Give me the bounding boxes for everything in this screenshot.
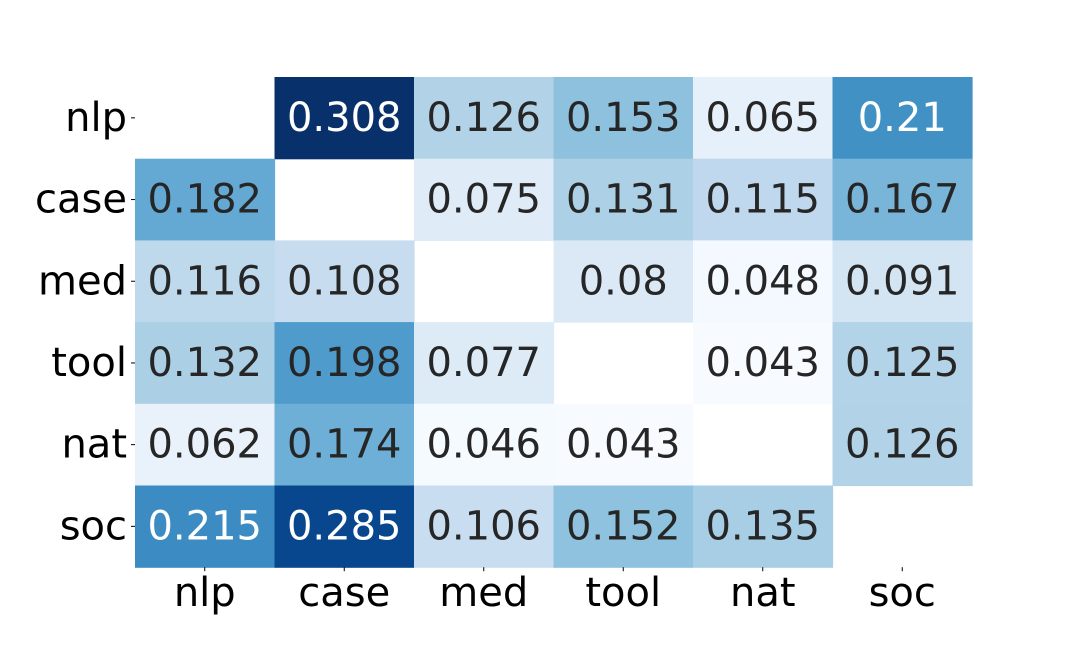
heatmap-value-labels: 0.308 0.126 0.153 0.065 0.21 0.182 0.075 0.131 0… xyxy=(147,95,959,549)
heatmap-cell-case-nlp xyxy=(135,158,276,241)
heatmap-cell-nat-nlp xyxy=(135,403,276,487)
cell-value-label-tool-soc: 0.125 xyxy=(845,340,960,386)
heatmap-cell-nat-case xyxy=(274,403,415,487)
cell-value-label-nlp-nat: 0.065 xyxy=(705,95,820,141)
cell-value-label-soc-tool: 0.152 xyxy=(566,503,681,549)
y-tick-label-nat: nat xyxy=(61,422,127,468)
heatmap-cell-nlp-nat xyxy=(693,77,834,160)
cell-value-label-tool-nlp: 0.132 xyxy=(147,340,262,386)
heatmap-cells xyxy=(135,77,973,568)
heatmap-cell-nat-soc xyxy=(832,403,973,487)
heatmap-cell-med-case xyxy=(274,240,415,323)
cell-value-label-nat-soc: 0.126 xyxy=(845,422,960,468)
heatmap-cell-case-tool xyxy=(553,158,694,241)
y-tick-label-case: case xyxy=(35,177,127,223)
cell-value-label-nat-med: 0.046 xyxy=(426,422,541,468)
heatmap-cell-tool-med xyxy=(414,322,555,405)
cell-value-label-case-soc: 0.167 xyxy=(845,177,960,223)
cell-value-label-nlp-tool: 0.153 xyxy=(566,95,681,141)
heatmap-cell-soc-med xyxy=(414,485,555,568)
x-tick-label-nlp: nlp xyxy=(174,570,236,616)
cell-value-label-nlp-med: 0.126 xyxy=(426,95,541,141)
heatmap-cell-nat-med xyxy=(414,403,555,487)
heatmap-cell-soc-nlp xyxy=(135,485,276,568)
cell-value-label-med-tool: 0.08 xyxy=(579,258,668,304)
heatmap-cell-case-soc xyxy=(832,158,973,241)
cell-value-label-soc-nat: 0.135 xyxy=(705,503,820,549)
cell-value-label-nlp-soc: 0.21 xyxy=(858,95,947,141)
cell-value-label-case-tool: 0.131 xyxy=(566,177,681,223)
cell-value-label-soc-med: 0.106 xyxy=(426,503,541,549)
cell-value-label-med-nat: 0.048 xyxy=(705,258,820,304)
cell-value-label-nat-tool: 0.043 xyxy=(566,422,681,468)
heatmap-cell-soc-tool xyxy=(553,485,694,568)
heatmap-cell-nat-tool xyxy=(553,403,694,487)
cell-value-label-case-med: 0.075 xyxy=(426,177,541,223)
cell-value-label-med-case: 0.108 xyxy=(287,258,402,304)
cell-value-label-nlp-case: 0.308 xyxy=(287,95,402,141)
heatmap-cell-med-tool xyxy=(553,240,694,323)
x-tick-label-soc: soc xyxy=(869,570,936,616)
cell-value-label-med-nlp: 0.116 xyxy=(147,258,262,304)
cell-value-label-soc-case: 0.285 xyxy=(287,503,402,549)
heatmap-cell-med-soc xyxy=(832,240,973,323)
heatmap-cell-soc-case xyxy=(274,485,415,568)
cell-value-label-case-nlp: 0.182 xyxy=(147,177,262,223)
cell-value-label-med-soc: 0.091 xyxy=(845,258,960,304)
heatmap-cell-nlp-case xyxy=(274,77,415,160)
x-axis: nlp case med tool nat soc xyxy=(174,567,936,616)
heatmap-cell-soc-nat xyxy=(693,485,834,568)
x-tick-label-case: case xyxy=(298,570,390,616)
heatmap-cell-tool-soc xyxy=(832,322,973,405)
y-tick-label-med: med xyxy=(38,258,127,304)
heatmap-cell-tool-case xyxy=(274,322,415,405)
cell-value-label-soc-nlp: 0.215 xyxy=(147,503,262,549)
x-tick-label-tool: tool xyxy=(585,570,661,616)
cell-value-label-nat-case: 0.174 xyxy=(287,422,402,468)
heatmap-cell-case-nat xyxy=(693,158,834,241)
y-tick-label-soc: soc xyxy=(60,503,127,549)
heatmap-cell-med-nlp xyxy=(135,240,276,323)
x-tick-label-med: med xyxy=(439,570,528,616)
cell-value-label-tool-case: 0.198 xyxy=(287,340,402,386)
heatmap-cell-case-med xyxy=(414,158,555,241)
y-axis: nlp case med tool nat soc xyxy=(35,95,135,549)
heatmap-cell-tool-nat xyxy=(693,322,834,405)
cell-value-label-tool-med: 0.077 xyxy=(426,340,541,386)
heatmap-cell-med-nat xyxy=(693,240,834,323)
y-tick-label-tool: tool xyxy=(51,340,127,386)
cell-value-label-tool-nat: 0.043 xyxy=(705,340,820,386)
heatmap-cell-nlp-tool xyxy=(553,77,694,160)
y-tick-label-nlp: nlp xyxy=(65,95,127,141)
heatmap-cell-tool-nlp xyxy=(135,322,276,405)
heatmap-cell-nlp-med xyxy=(414,77,555,160)
x-tick-label-nat: nat xyxy=(730,570,796,616)
heatmap-cell-nlp-soc xyxy=(832,77,973,160)
cell-value-label-case-nat: 0.115 xyxy=(705,177,820,223)
cell-value-label-nat-nlp: 0.062 xyxy=(147,422,262,468)
